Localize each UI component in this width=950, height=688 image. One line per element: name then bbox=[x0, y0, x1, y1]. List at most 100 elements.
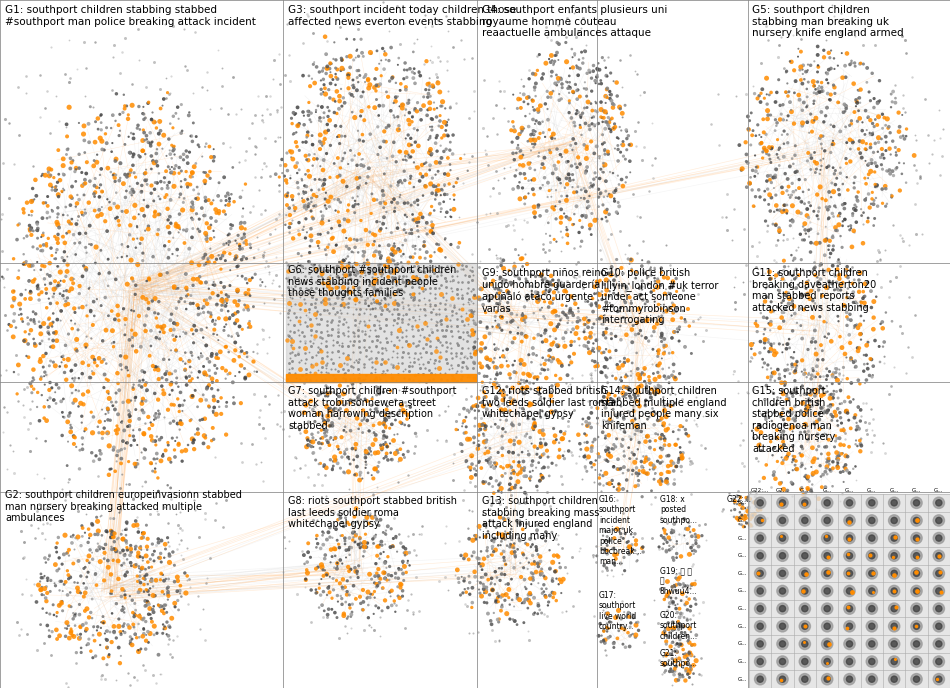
Point bbox=[777, 494, 792, 505]
Point bbox=[324, 353, 339, 364]
Point bbox=[357, 506, 372, 517]
Point bbox=[116, 625, 131, 636]
Point bbox=[0, 213, 9, 224]
Point bbox=[831, 364, 846, 375]
Point bbox=[523, 384, 539, 395]
Point bbox=[102, 440, 117, 451]
Point bbox=[162, 621, 177, 632]
Point bbox=[429, 325, 445, 336]
Point bbox=[332, 257, 347, 268]
Point bbox=[26, 364, 41, 375]
Point bbox=[23, 224, 38, 235]
Point bbox=[73, 588, 88, 599]
Point bbox=[228, 371, 243, 382]
Point bbox=[126, 671, 142, 682]
Point bbox=[348, 257, 363, 268]
Point bbox=[671, 407, 686, 418]
Point bbox=[86, 630, 101, 641]
Point bbox=[389, 156, 404, 167]
Point bbox=[810, 61, 826, 72]
Point bbox=[480, 361, 495, 372]
Point bbox=[337, 131, 352, 142]
Point bbox=[820, 566, 835, 577]
Circle shape bbox=[846, 552, 852, 559]
Point bbox=[808, 349, 824, 360]
Point bbox=[805, 486, 820, 497]
Point bbox=[669, 579, 684, 590]
Point bbox=[501, 513, 516, 524]
Point bbox=[850, 343, 865, 354]
Point bbox=[833, 412, 848, 423]
Point bbox=[527, 69, 542, 80]
Point bbox=[344, 542, 359, 553]
Point bbox=[164, 377, 180, 388]
Point bbox=[63, 200, 78, 211]
Point bbox=[371, 457, 387, 468]
Point bbox=[823, 389, 838, 400]
Point bbox=[842, 517, 857, 528]
Point bbox=[592, 345, 607, 356]
Point bbox=[35, 519, 50, 530]
Point bbox=[367, 280, 382, 291]
Point bbox=[184, 257, 200, 268]
Point bbox=[507, 616, 522, 627]
Circle shape bbox=[822, 550, 833, 561]
Point bbox=[311, 561, 326, 572]
Point bbox=[407, 448, 422, 459]
Point bbox=[371, 320, 387, 331]
Point bbox=[809, 211, 825, 222]
Point bbox=[779, 66, 794, 77]
Point bbox=[134, 398, 149, 409]
Point bbox=[137, 211, 152, 222]
Point bbox=[511, 94, 526, 105]
Point bbox=[61, 681, 76, 688]
Point bbox=[10, 219, 26, 230]
Point bbox=[190, 424, 205, 435]
Point bbox=[398, 104, 413, 115]
Point bbox=[807, 96, 822, 107]
Point bbox=[199, 394, 214, 405]
Point bbox=[866, 102, 882, 113]
Point bbox=[546, 293, 561, 304]
Point bbox=[552, 557, 567, 568]
Point bbox=[109, 534, 124, 545]
Point bbox=[39, 302, 54, 313]
Point bbox=[494, 601, 509, 612]
Point bbox=[445, 353, 460, 364]
Point bbox=[76, 261, 91, 272]
Point bbox=[316, 570, 332, 581]
Point bbox=[41, 233, 56, 244]
Point bbox=[674, 610, 689, 621]
Point bbox=[862, 417, 877, 428]
Point bbox=[100, 625, 115, 636]
Point bbox=[466, 298, 481, 309]
Point bbox=[420, 110, 435, 121]
Point bbox=[691, 314, 706, 325]
Point bbox=[418, 347, 433, 358]
Point bbox=[71, 149, 86, 160]
Point bbox=[200, 233, 215, 244]
Point bbox=[378, 376, 393, 387]
Point bbox=[173, 588, 188, 599]
Point bbox=[565, 169, 580, 180]
Point bbox=[556, 574, 571, 585]
Point bbox=[424, 149, 439, 160]
Point bbox=[54, 252, 69, 264]
Point bbox=[24, 314, 39, 325]
Point bbox=[131, 619, 146, 630]
Point bbox=[377, 539, 392, 550]
Point bbox=[251, 184, 266, 195]
Point bbox=[326, 302, 341, 313]
Point bbox=[395, 239, 410, 250]
Circle shape bbox=[824, 641, 830, 647]
Point bbox=[671, 674, 686, 685]
Point bbox=[507, 244, 522, 255]
Point bbox=[541, 600, 556, 611]
Point bbox=[494, 599, 509, 610]
Point bbox=[603, 67, 618, 78]
Point bbox=[87, 36, 103, 47]
Point bbox=[68, 647, 84, 658]
Point bbox=[820, 281, 835, 292]
Point bbox=[595, 129, 610, 140]
Point bbox=[340, 215, 355, 226]
